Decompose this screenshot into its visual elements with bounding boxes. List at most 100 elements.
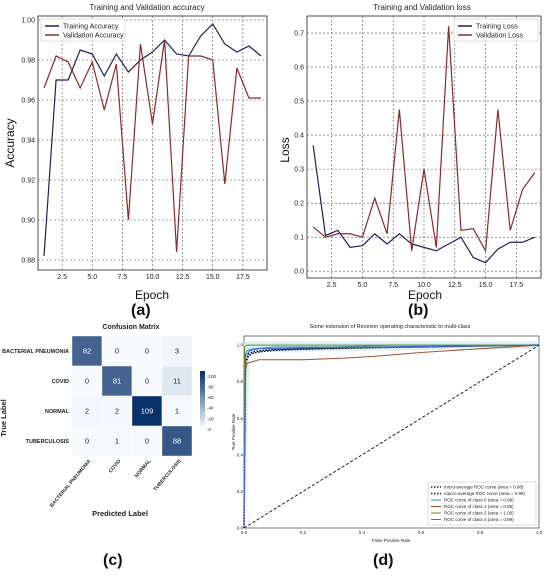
- matrix-cell: [71, 425, 103, 457]
- colorbar-tick-label: -20: [207, 416, 214, 421]
- cell-value: 81: [113, 377, 121, 386]
- colorbar-tick-label: -40: [207, 406, 214, 411]
- colorbar-step: [200, 423, 205, 426]
- legend-label: Validation Accuracy: [63, 33, 124, 40]
- colorbar: -100 -80 -60 -40 -20 -0: [200, 371, 217, 432]
- x-tick-label: 0.2: [300, 530, 307, 535]
- x-tick-label: 7.5: [388, 282, 398, 289]
- y-tick-label: 0.98: [21, 58, 35, 65]
- x-tick-label: 1.0: [536, 530, 543, 535]
- y-tick-label: 0.90: [21, 218, 35, 225]
- colorbar-step: [200, 376, 205, 380]
- y-axis-label: True Label: [0, 399, 8, 437]
- matrix-cell: [161, 365, 193, 397]
- colorbar-step: [200, 425, 205, 428]
- cell-value: 88: [173, 437, 181, 446]
- x-tick-label: 0.0: [241, 530, 248, 535]
- cell-value: 82: [83, 347, 91, 356]
- y-tick-label: 0.3: [294, 167, 304, 174]
- legend-box: [427, 481, 537, 526]
- colorbar-step: [200, 413, 205, 416]
- colorbar-step: [200, 388, 205, 391]
- x-tick-label: 10.0: [146, 274, 160, 281]
- colorbar-step: [200, 392, 205, 395]
- colorbar-step: [200, 403, 205, 407]
- y-tick-label: 0.8: [237, 379, 244, 384]
- matrix-cell: [131, 335, 163, 367]
- plot-frame: [37, 15, 268, 271]
- y-tick-label: 0.5: [294, 99, 304, 106]
- x-tick-label: 5.0: [358, 282, 368, 289]
- roc-curve-6: [243, 344, 540, 529]
- cell-value: 2: [85, 407, 89, 416]
- column-label: COVID: [108, 458, 123, 474]
- x-tick-label: 12.5: [176, 274, 190, 281]
- legend-label: Training Loss: [476, 24, 518, 31]
- confusion-matrix: Confusion Matrix 82 0 0 30 81 0 112 2 109 10 1 0 88 …: [0, 324, 217, 518]
- legend-label: Validation Loss: [476, 33, 523, 40]
- matrix-cell: [101, 395, 133, 427]
- row-label: COVID: [52, 379, 69, 385]
- cell-value: 11: [173, 377, 181, 386]
- cell-value: 0: [145, 437, 149, 446]
- series-line-1: [43, 23, 262, 257]
- legend-label: ROC curve of class 3 (area = 0.99): [444, 517, 514, 522]
- x-tick-label: 0.4: [359, 530, 366, 535]
- colorbar-step: [200, 390, 205, 393]
- cell-value: 109: [141, 407, 154, 416]
- matrix-cell: [71, 365, 103, 397]
- loss-chart: Training and Validation loss 2.5 5.0 7.5 10…: [278, 3, 542, 302]
- y-tick-label: 0.92: [21, 178, 35, 185]
- legend-label: ROC curve of class 0 (area = 0.99): [444, 498, 514, 503]
- y-tick-label: 0.6: [294, 65, 304, 72]
- colorbar-tick-label: -0: [207, 427, 211, 432]
- row-label: TUBERCULOSIS: [26, 439, 70, 445]
- cell-value: 1: [115, 437, 119, 446]
- legend-label: ROC curve of class 1 (area = 0.95): [444, 504, 514, 509]
- y-tick-label: 0.94: [21, 138, 35, 145]
- cell-value: 0: [115, 347, 119, 356]
- x-axis-label: False Positive Rate: [372, 538, 411, 543]
- colorbar-step: [200, 411, 205, 414]
- colorbar-step: [200, 407, 205, 410]
- chart-title: Confusion Matrix: [102, 324, 159, 331]
- colorbar-step: [200, 419, 205, 422]
- cell-value: 1: [175, 407, 179, 416]
- row-label: BACTERIAL PNEUMONIA: [2, 349, 69, 355]
- matrix-cell: [71, 395, 103, 427]
- colorbar-tick-label: -60: [207, 395, 214, 400]
- x-tick-label: 15.0: [206, 274, 220, 281]
- x-tick-label: 12.5: [448, 282, 462, 289]
- y-tick-label: 0.1: [294, 235, 304, 242]
- colorbar-step: [200, 409, 205, 412]
- x-axis-label: Epoch: [408, 288, 442, 302]
- matrix-cell: [161, 395, 193, 427]
- colorbar-step: [200, 398, 205, 401]
- y-tick-label: 1.00: [21, 18, 35, 25]
- y-axis-label: Loss: [278, 137, 292, 162]
- plot-frame: [306, 15, 542, 279]
- x-tick-label: 7.5: [118, 274, 128, 281]
- legend-box: [453, 18, 539, 42]
- row-label: NORMAL: [45, 409, 70, 415]
- matrix-cell: [101, 425, 133, 457]
- colorbar-step: [200, 372, 205, 376]
- legend-label: Training Accuracy: [63, 24, 119, 31]
- x-tick-label: 0.6: [418, 530, 425, 535]
- colorbar-step: [200, 417, 205, 420]
- cell-value: 3: [175, 347, 179, 356]
- colorbar-step: [200, 394, 205, 397]
- colorbar-tick-label: -100: [207, 374, 217, 379]
- legend: Training Loss Validation Loss: [453, 18, 539, 42]
- colorbar-step: [200, 415, 205, 418]
- y-tick-label: 0.96: [21, 98, 35, 105]
- column-label: TUBERCULOSIS: [153, 458, 183, 493]
- colorbar-step: [200, 386, 205, 389]
- legend-box: [40, 18, 126, 42]
- legend-label: micro-average ROC curve (area = 0.98): [444, 485, 524, 490]
- chart-title: Training and Validation loss: [373, 3, 470, 12]
- x-tick-label: 10.0: [417, 282, 431, 289]
- x-tick-label: 2.5: [327, 282, 337, 289]
- cell-value: 0: [85, 437, 89, 446]
- panel-label-a: (a): [131, 302, 151, 319]
